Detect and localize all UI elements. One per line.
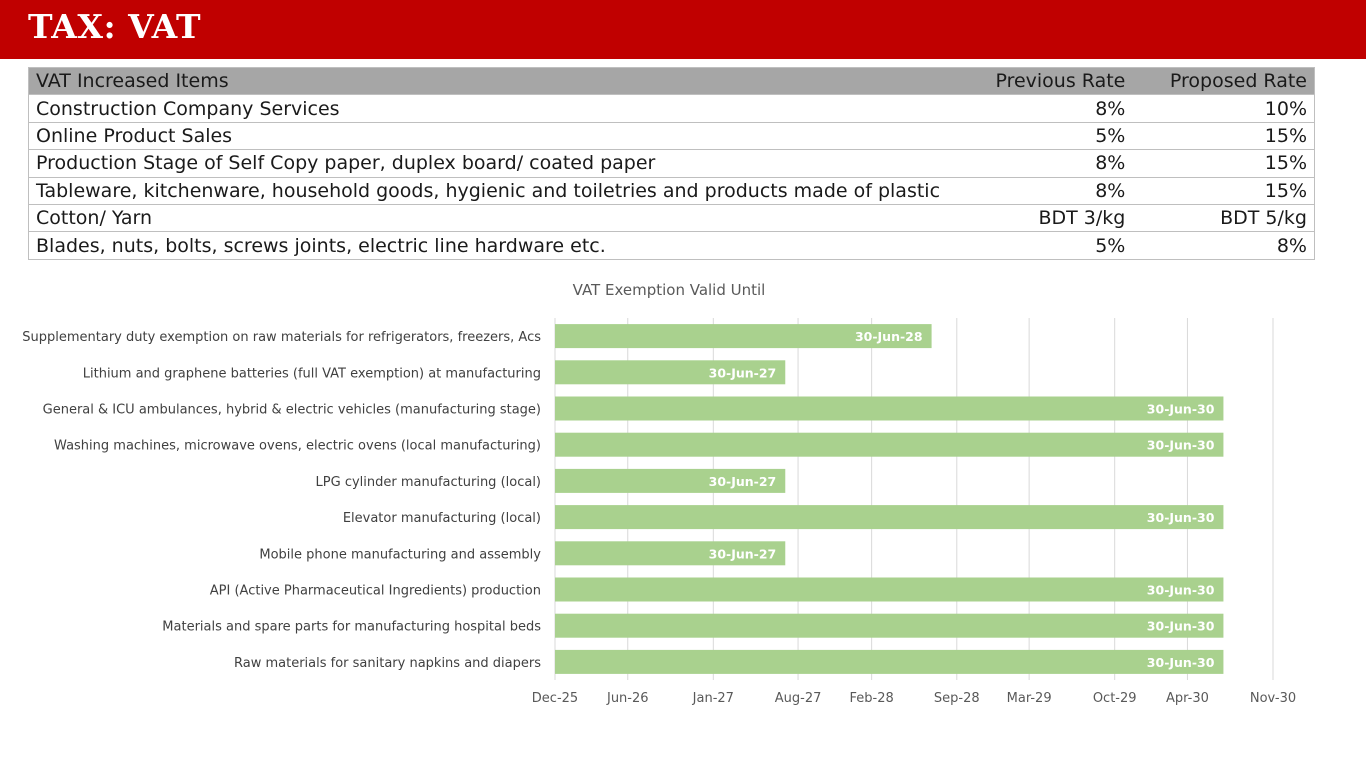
bar: [555, 505, 1224, 530]
category-label: Mobile phone manufacturing and assembly: [259, 547, 541, 562]
table-header-row: VAT Increased Items Previous Rate Propos…: [28, 66, 1316, 96]
x-tick-label: Mar-29: [1007, 691, 1052, 706]
category-label: Supplementary duty exemption on raw mate…: [22, 330, 541, 345]
item-cell: Blades, nuts, bolts, screws joints, elec…: [28, 231, 948, 260]
x-tick-label: Jan-27: [692, 691, 734, 706]
bar: [555, 577, 1224, 602]
bar-data-label: 30-Jun-30: [1147, 438, 1215, 453]
vat-increased-table: VAT Increased Items Previous Rate Propos…: [28, 66, 1316, 260]
table-row: Online Product Sales 5% 15%: [28, 121, 1316, 151]
table-row: Construction Company Services 8% 10%: [28, 94, 1316, 123]
category-label: Washing machines, microwave ovens, elect…: [54, 439, 541, 454]
x-tick-label: Feb-28: [849, 691, 893, 706]
proposed-rate-cell: 15%: [1132, 121, 1316, 151]
proposed-rate-cell: BDT 5/kg: [1132, 203, 1316, 233]
table-row: Cotton/ Yarn BDT 3/kg BDT 5/kg: [28, 203, 1316, 233]
previous-rate-cell: 5%: [947, 231, 1133, 260]
x-tick-label: Apr-30: [1166, 691, 1209, 706]
item-cell: Online Product Sales: [28, 121, 948, 151]
proposed-rate-cell: 15%: [1132, 149, 1316, 178]
column-header-proposed-rate: Proposed Rate: [1132, 66, 1316, 96]
item-cell: Production Stage of Self Copy paper, dup…: [28, 149, 948, 178]
bar-data-label: 30-Jun-30: [1147, 619, 1215, 634]
previous-rate-cell: BDT 3/kg: [947, 203, 1133, 233]
bar-data-label: 30-Jun-28: [855, 329, 923, 344]
category-label: API (Active Pharmaceutical Ingredients) …: [210, 584, 541, 599]
bar-data-label: 30-Jun-27: [709, 365, 777, 380]
previous-rate-cell: 8%: [947, 176, 1133, 205]
exemption-bar-chart: VAT Exemption Valid Until Dec-25 Jun-26 Jan…: [22, 281, 1296, 706]
previous-rate-cell: 5%: [947, 121, 1133, 151]
category-label: Elevator manufacturing (local): [343, 511, 541, 526]
bar: [555, 613, 1224, 638]
column-header-previous-rate: Previous Rate: [947, 66, 1133, 96]
x-tick-label: Oct-29: [1093, 691, 1137, 706]
bar-data-label: 30-Jun-27: [709, 546, 777, 561]
table-row: Tableware, kitchenware, household goods,…: [28, 176, 1316, 205]
category-label: Materials and spare parts for manufactur…: [162, 620, 541, 635]
category-label: General & ICU ambulances, hybrid & elect…: [43, 403, 541, 418]
bar-data-label: 30-Jun-30: [1147, 655, 1215, 670]
x-tick-label: Jun-26: [606, 691, 649, 706]
column-header-items: VAT Increased Items: [28, 66, 948, 96]
bar-data-label: 30-Jun-30: [1147, 402, 1215, 417]
bar-data-label: 30-Jun-30: [1147, 510, 1215, 525]
previous-rate-cell: 8%: [947, 149, 1133, 178]
x-tick-label: Aug-27: [775, 691, 822, 706]
bar: [555, 396, 1224, 421]
bar-data-label: 30-Jun-27: [709, 474, 777, 489]
bar: [555, 468, 786, 493]
category-label: Lithium and graphene batteries (full VAT…: [83, 366, 541, 381]
previous-rate-cell: 8%: [947, 94, 1133, 123]
bar: [555, 324, 932, 349]
category-label: Raw materials for sanitary napkins and d…: [234, 656, 541, 671]
proposed-rate-cell: 10%: [1132, 94, 1316, 123]
bar: [555, 432, 1224, 457]
table-row: Blades, nuts, bolts, screws joints, elec…: [28, 231, 1316, 260]
chart-title: VAT Exemption Valid Until: [573, 281, 766, 299]
proposed-rate-cell: 8%: [1132, 231, 1316, 260]
item-cell: Cotton/ Yarn: [28, 203, 948, 233]
bar-data-label: 30-Jun-30: [1147, 583, 1215, 598]
page-title: TAX: VAT: [28, 7, 202, 46]
bar: [555, 541, 786, 566]
x-tick-label: Sep-28: [934, 691, 980, 706]
bar: [555, 360, 786, 385]
bar: [555, 649, 1224, 674]
table-row: Production Stage of Self Copy paper, dup…: [28, 149, 1316, 178]
title-banner: TAX: VAT: [0, 0, 1366, 59]
category-label: LPG cylinder manufacturing (local): [316, 475, 541, 490]
x-tick-label: Dec-25: [532, 691, 578, 706]
x-tick-label: Nov-30: [1250, 691, 1296, 706]
item-cell: Tableware, kitchenware, household goods,…: [28, 176, 948, 205]
proposed-rate-cell: 15%: [1132, 176, 1316, 205]
item-cell: Construction Company Services: [28, 94, 948, 123]
